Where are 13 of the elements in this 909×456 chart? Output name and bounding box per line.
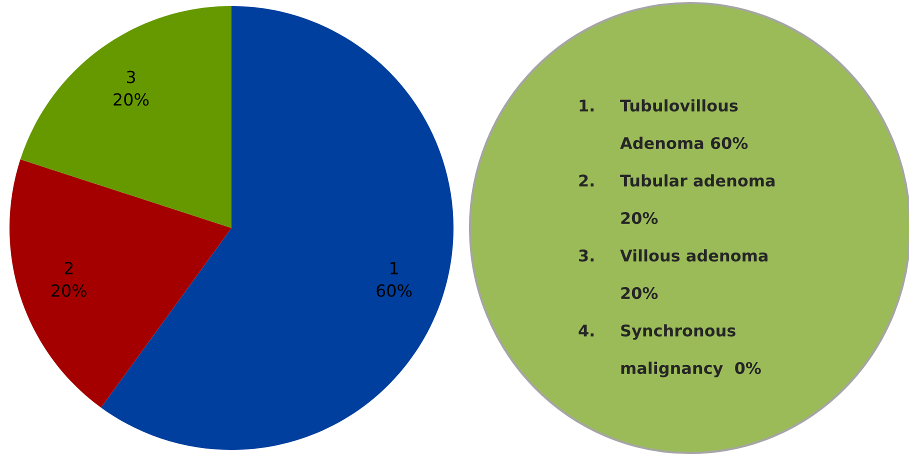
text: 2. Tubular adenoma 20% (579, 174, 775, 224)
text: 3. Villous adenoma 20% (579, 249, 768, 300)
data-label: 60% (376, 284, 412, 297)
slice-label: 2 (64, 262, 73, 274)
text: 1. Tubulovillous Adenoma 60% (580, 99, 748, 150)
pie-slice (20, 6, 232, 228)
pie-slice (101, 6, 454, 450)
slice-label: 3 (126, 70, 135, 84)
data-label: 20% (114, 93, 149, 106)
data-label: 20% (52, 284, 87, 297)
text: 4. Synchronous malignancy 0% (578, 324, 761, 378)
pie-slice (9, 159, 232, 408)
slice-label: 1 (390, 262, 398, 274)
